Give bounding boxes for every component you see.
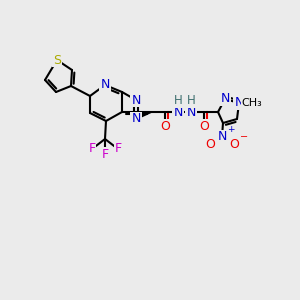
Text: S: S <box>53 53 61 67</box>
Text: CH₃: CH₃ <box>242 98 262 108</box>
Text: N: N <box>173 106 183 118</box>
Text: O: O <box>229 139 239 152</box>
Text: −: − <box>240 132 248 142</box>
Text: N: N <box>220 92 230 106</box>
Text: N: N <box>217 130 227 143</box>
Text: N: N <box>131 94 141 106</box>
Text: O: O <box>160 119 170 133</box>
Text: F: F <box>88 142 96 155</box>
Text: +: + <box>227 125 235 134</box>
Text: N: N <box>234 97 244 110</box>
Text: H: H <box>174 94 182 107</box>
Text: H: H <box>187 94 195 107</box>
Text: N: N <box>131 112 141 125</box>
Text: F: F <box>101 148 109 160</box>
Text: O: O <box>205 139 215 152</box>
Text: N: N <box>186 106 196 118</box>
Text: N: N <box>100 79 110 92</box>
Text: F: F <box>114 142 122 155</box>
Text: O: O <box>199 119 209 133</box>
